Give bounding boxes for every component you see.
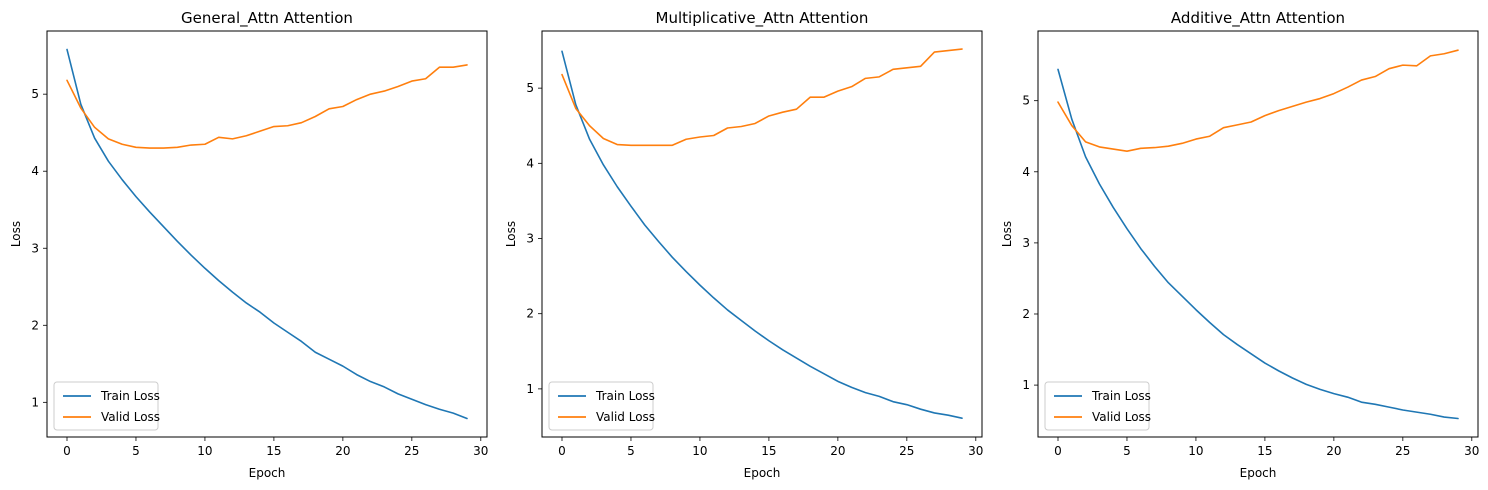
x-tick-label: 5	[132, 444, 140, 458]
legend: Train Loss Valid Loss	[548, 381, 655, 431]
x-tick-label: 30	[1464, 444, 1479, 458]
series-line-valid-loss	[1057, 49, 1459, 152]
x-tick-label: 15	[1257, 444, 1272, 458]
x-tick-label: 0	[558, 444, 566, 458]
x-tick-label: 0	[63, 444, 71, 458]
x-tick-label: 20	[1326, 444, 1341, 458]
plot-area-frame	[541, 30, 983, 438]
x-axis-label: Epoch	[249, 466, 286, 480]
x-tick-label: 5	[627, 444, 635, 458]
legend-box	[1044, 381, 1150, 431]
x-tick-label: 10	[692, 444, 707, 458]
y-tick-label: 3	[526, 232, 534, 246]
x-tick-label: 25	[1395, 444, 1410, 458]
x-tick-label: 20	[830, 444, 845, 458]
legend-entry: Valid Loss	[1092, 410, 1151, 424]
series-line-train-loss	[561, 50, 963, 420]
x-tick-label: 25	[899, 444, 914, 458]
x-tick-label: 0	[1054, 444, 1062, 458]
y-tick-label: 4	[526, 156, 534, 170]
series-line-valid-loss	[561, 48, 963, 147]
y-tick-label: 1	[31, 395, 39, 409]
chart-panel-1: General_Attn Attention 0 5 10 15 20 25 30 1 2 3 4 5 E…	[9, 9, 488, 480]
x-tick-label: 30	[968, 444, 983, 458]
plot-area-frame	[46, 30, 488, 438]
y-tick-label: 3	[31, 241, 39, 255]
y-axis-label: Loss	[9, 221, 23, 247]
legend-entry: Train Loss	[1091, 389, 1151, 403]
y-tick-label: 1	[526, 382, 534, 396]
series-line-train-loss	[66, 48, 468, 420]
x-tick-label: 20	[335, 444, 350, 458]
x-tick-label: 15	[761, 444, 776, 458]
x-axis-label: Epoch	[1240, 466, 1277, 480]
legend: Train Loss Valid Loss	[1044, 381, 1151, 431]
legend-entry: Valid Loss	[101, 410, 160, 424]
y-tick-label: 4	[31, 164, 39, 178]
y-tick-label: 2	[1022, 307, 1030, 321]
y-tick-label: 5	[31, 87, 39, 101]
x-tick-label: 10	[1188, 444, 1203, 458]
chart-title: Additive_Attn Attention	[1171, 9, 1345, 28]
y-axis-label: Loss	[1000, 221, 1014, 247]
x-tick-label: 5	[1123, 444, 1131, 458]
plot-area-frame	[1037, 30, 1479, 438]
series-line-train-loss	[1057, 68, 1459, 420]
chart-title: General_Attn Attention	[181, 9, 353, 28]
y-tick-label: 3	[1022, 236, 1030, 250]
chart-panel-3: Additive_Attn Attention 0 5 10 15 20 25 30 1 2 3 4 5…	[1000, 9, 1479, 480]
legend: Train Loss Valid Loss	[53, 381, 160, 431]
y-tick-label: 2	[31, 318, 39, 332]
legend-entry: Train Loss	[595, 389, 655, 403]
x-tick-label: 25	[404, 444, 419, 458]
x-axis-label: Epoch	[744, 466, 781, 480]
y-tick-label: 5	[1022, 94, 1030, 108]
y-tick-label: 2	[526, 307, 534, 321]
legend-entry: Train Loss	[100, 389, 160, 403]
x-tick-label: 30	[473, 444, 488, 458]
x-tick-label: 15	[266, 444, 281, 458]
legend-box	[548, 381, 654, 431]
legend-entry: Valid Loss	[596, 410, 655, 424]
y-axis-label: Loss	[504, 221, 518, 247]
legend-box	[53, 381, 159, 431]
y-tick-label: 1	[1022, 378, 1030, 392]
chart-title: Multiplicative_Attn Attention	[656, 9, 869, 28]
x-tick-label: 10	[197, 444, 212, 458]
series-line-valid-loss	[66, 64, 468, 149]
y-tick-label: 4	[1022, 165, 1030, 179]
y-tick-label: 5	[526, 81, 534, 95]
